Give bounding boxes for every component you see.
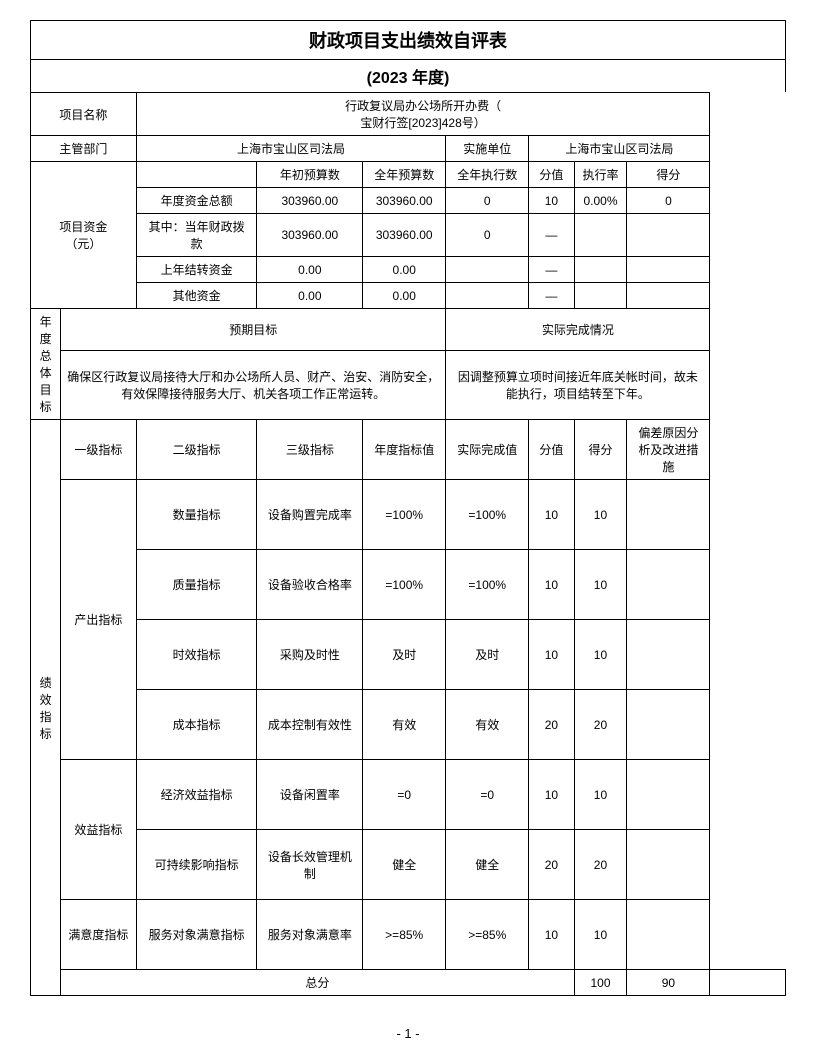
ind-h4: 年度指标值 [363,420,446,480]
col-scorew: 分值 [529,162,574,188]
expected-goal-text: 确保区行政复议局接待大厅和办公场所人员、财产、治安、消防安全，有效保障接待服务大… [61,350,446,419]
col-score: 得分 [627,162,710,188]
indicator-row: 成本指标 成本控制有效性 有效 有效 20 20 [31,690,786,760]
doc-title: 财政项目支出绩效自评表 [30,20,786,59]
col-exec: 全年执行数 [446,162,529,188]
funds-row: 上年结转资金0.000.00— [31,257,786,283]
indicator-row: 时效指标 采购及时性 及时 及时 10 10 [31,620,786,690]
indicator-row: 质量指标 设备验收合格率 =100% =100% 10 10 [31,550,786,620]
col-rate: 执行率 [574,162,627,188]
impl-unit-label: 实施单位 [446,136,529,162]
col-init: 年初预算数 [257,162,363,188]
ind-h8: 偏差原因分析及改进措施 [627,420,710,480]
impl-unit-value: 上海市宝山区司法局 [529,136,710,162]
funds-section-label: 项目资金 （元） [31,162,137,309]
total-label: 总分 [61,970,574,996]
perf-indicator-side: 绩效指标 [31,420,61,996]
project-name-value: 行政复议局办公场所开办费（ 宝财行签[2023]428号） [136,93,710,136]
indicator-row: 可持续影响指标 设备长效管理机制 健全 健全 20 20 [31,830,786,900]
funds-row: 其他资金0.000.00— [31,283,786,309]
actual-goal-text: 因调整预算立项时间接近年底关帐时间，故未能执行，项目结转至下年。 [446,350,710,419]
ind-h3: 三级指标 [257,420,363,480]
ind-h1: 一级指标 [61,420,137,480]
doc-year: (2023 年度) [30,59,786,92]
dept-label: 主管部门 [31,136,137,162]
year-goals-label: 年度总体目标 [31,309,61,420]
funds-row: 其中：当年财政拨款303960.00303960.000— [31,214,786,257]
total-score: 90 [627,970,710,996]
page-number: - 1 - [30,1026,786,1041]
col-full: 全年预算数 [363,162,446,188]
ind-h5: 实际完成值 [446,420,529,480]
actual-goal-label: 实际完成情况 [446,309,710,351]
dept-value: 上海市宝山区司法局 [136,136,446,162]
self-eval-table: 项目名称 行政复议局办公场所开办费（ 宝财行签[2023]428号） 主管部门 … [30,92,786,996]
indicator-row: 效益指标 经济效益指标 设备闲置率 =0 =0 10 10 [31,760,786,830]
indicator-row: 产出指标 数量指标 设备购置完成率 =100% =100% 10 10 [31,480,786,550]
funds-row: 年度资金总额303960.00303960.000100.00%0 [31,188,786,214]
ind-h7: 得分 [574,420,627,480]
total-weight: 100 [574,970,627,996]
expected-goal-label: 预期目标 [61,309,446,351]
project-name-label: 项目名称 [31,93,137,136]
ind-h6: 分值 [529,420,574,480]
ind-h2: 二级指标 [136,420,257,480]
indicator-row: 满意度指标 服务对象满意指标 服务对象满意率 >=85% >=85% 10 10 [31,900,786,970]
